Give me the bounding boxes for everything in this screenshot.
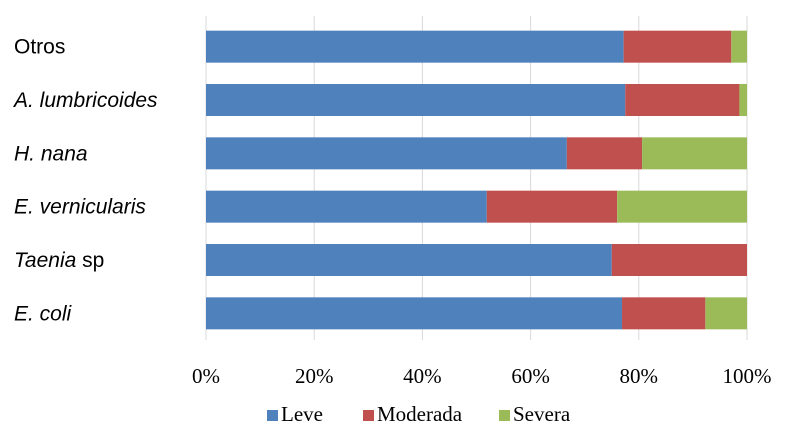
bar-leve bbox=[206, 137, 567, 170]
bar-leve bbox=[206, 297, 623, 330]
bar-severa bbox=[617, 190, 747, 223]
bar-moderada bbox=[566, 137, 643, 170]
category-label: A. lumbricoides bbox=[12, 89, 158, 112]
bar-leve bbox=[206, 84, 626, 116]
category-label-part: E. vernicularis bbox=[14, 196, 146, 219]
bar-moderada bbox=[623, 30, 732, 63]
category-label: H. nana bbox=[14, 142, 88, 165]
category-label-part: A. lumbricoides bbox=[12, 89, 158, 112]
bars bbox=[206, 30, 747, 330]
bar-leve bbox=[206, 244, 612, 276]
legend: Leve Moderada Severa bbox=[267, 402, 571, 426]
category-label-part: H. nana bbox=[14, 142, 88, 165]
bar-severa bbox=[705, 297, 747, 330]
gridlines bbox=[205, 16, 748, 340]
legend-swatch bbox=[363, 410, 374, 421]
bar-moderada bbox=[611, 244, 747, 276]
category-label-part: Otros bbox=[14, 36, 65, 59]
bar-moderada bbox=[625, 84, 740, 116]
x-tick-label: 100% bbox=[723, 364, 772, 388]
bar-moderada bbox=[622, 297, 706, 330]
category-label: E. coli bbox=[14, 302, 73, 325]
x-axis-tick-labels: 0% 20% 40% 60% 80% 100% bbox=[192, 364, 772, 388]
legend-label: Leve bbox=[281, 402, 323, 426]
category-label-part: sp bbox=[76, 249, 104, 272]
bar-severa bbox=[731, 30, 747, 63]
x-tick-label: 60% bbox=[511, 364, 550, 388]
category-labels: Otros A. lumbricoides H. nana E. vernicular… bbox=[12, 36, 158, 326]
bar-leve bbox=[206, 30, 624, 63]
bar-moderada bbox=[486, 190, 618, 223]
legend-swatch bbox=[267, 410, 278, 421]
x-tick-label: 40% bbox=[403, 364, 442, 388]
category-label: E. vernicularis bbox=[14, 196, 146, 219]
x-tick-label: 20% bbox=[295, 364, 334, 388]
category-label: Taenia sp bbox=[14, 249, 104, 272]
x-tick-label: 80% bbox=[620, 364, 659, 388]
category-label-part: Taenia bbox=[14, 249, 76, 272]
category-label: Otros bbox=[14, 36, 65, 59]
legend-swatch bbox=[499, 410, 510, 421]
x-tick-label: 0% bbox=[192, 364, 220, 388]
legend-label: Moderada bbox=[377, 402, 463, 426]
bar-severa bbox=[642, 137, 747, 170]
bar-leve bbox=[206, 190, 487, 223]
bar-severa bbox=[739, 84, 747, 116]
legend-label: Severa bbox=[513, 402, 571, 426]
category-label-part: E. coli bbox=[14, 302, 73, 325]
